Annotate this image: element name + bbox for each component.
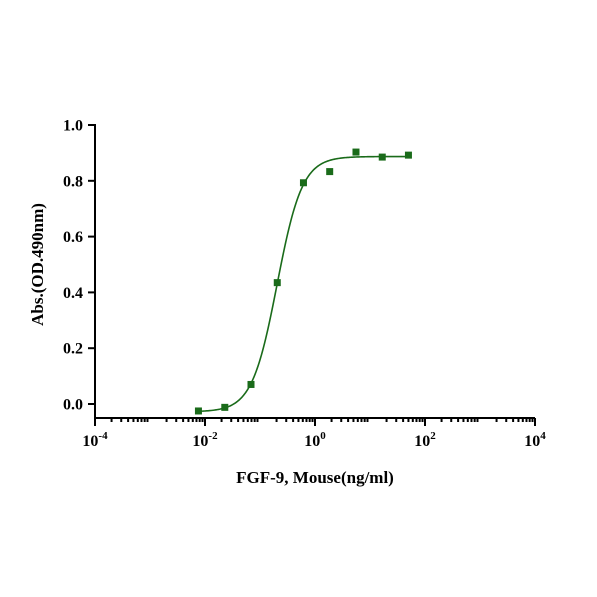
data-point bbox=[273, 279, 281, 287]
y-axis-ticks: 0.0 0.2 0.4 0.6 0.8 1.0 bbox=[63, 118, 95, 414]
data-point bbox=[194, 407, 202, 415]
x-tick-label: 100 bbox=[304, 430, 326, 450]
data-point bbox=[247, 380, 255, 388]
y-tick-label: 0.4 bbox=[63, 285, 83, 302]
data-point bbox=[326, 168, 334, 176]
data-point bbox=[299, 179, 307, 187]
x-axis-title: FGF-9, Mouse(ng/ml) bbox=[236, 468, 394, 487]
data-point bbox=[352, 148, 360, 156]
x-tick-label: 10-2 bbox=[192, 430, 218, 450]
fit-curve bbox=[198, 155, 409, 413]
x-tick-label: 102 bbox=[414, 430, 436, 450]
data-point bbox=[404, 151, 412, 159]
y-axis-title: Abs.(OD.490nm) bbox=[28, 203, 47, 326]
x-tick-label: 104 bbox=[524, 430, 546, 450]
x-axis-ticks: 10-4 10-2 100 102 104 bbox=[82, 418, 546, 450]
data-points bbox=[194, 148, 412, 415]
y-tick-label: 0.6 bbox=[63, 229, 83, 246]
x-tick-label: 10-4 bbox=[82, 430, 108, 450]
y-tick-label: 0.0 bbox=[63, 397, 83, 414]
y-tick-label: 0.8 bbox=[63, 173, 83, 190]
data-point bbox=[378, 153, 386, 161]
data-point bbox=[221, 403, 229, 411]
y-tick-label: 1.0 bbox=[63, 118, 83, 135]
y-tick-label: 0.2 bbox=[63, 341, 83, 358]
